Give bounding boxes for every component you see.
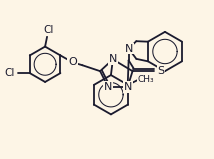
Text: N: N <box>123 82 132 92</box>
Text: CH₃: CH₃ <box>137 76 154 84</box>
Text: N: N <box>124 44 133 54</box>
Text: S: S <box>158 66 165 76</box>
Text: O: O <box>68 57 77 67</box>
Text: Cl: Cl <box>44 25 54 35</box>
Text: N: N <box>104 82 112 92</box>
Text: Cl: Cl <box>4 68 14 78</box>
Text: N: N <box>109 54 117 64</box>
